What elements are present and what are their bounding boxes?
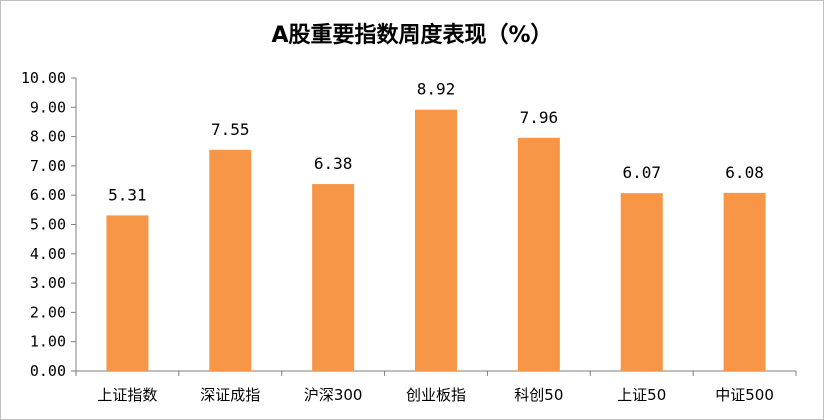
category-label: 中证500: [715, 386, 774, 404]
category-label: 上证50: [617, 386, 666, 404]
data-label: 7.96: [520, 108, 559, 127]
y-tick-label: 0.00: [30, 362, 66, 380]
y-tick-label: 1.00: [30, 333, 66, 351]
bar: [620, 193, 663, 371]
category-label: 深证成指: [200, 386, 260, 404]
category-label: 沪深300: [304, 386, 363, 404]
bar: [312, 184, 355, 371]
bar-group: [106, 109, 766, 372]
bar: [517, 137, 560, 371]
category-label: 创业板指: [406, 386, 466, 404]
y-tick-label: 5.00: [30, 216, 66, 234]
bar: [209, 149, 252, 371]
data-label: 6.38: [314, 154, 353, 173]
category-label: 科创50: [514, 386, 563, 404]
bar: [723, 192, 766, 371]
y-tick-label: 10.00: [21, 69, 66, 87]
chart-title: A股重要指数周度表现（%）: [271, 22, 552, 48]
bar: [415, 109, 457, 372]
y-tick-label: 4.00: [30, 245, 66, 263]
y-tick-label: 9.00: [30, 98, 66, 116]
data-label: 6.08: [725, 163, 764, 182]
y-tick-label: 8.00: [30, 128, 66, 146]
data-label: 8.92: [417, 80, 456, 99]
bar: [106, 215, 149, 371]
category-label-group: 上证指数 深证成指 沪深300 创业板指 科创50 上证50 中证500: [75, 371, 797, 404]
y-tick-label: 3.00: [30, 274, 66, 292]
y-tick-group: 0.00 1.00 2.00 3.00 4.00 5.00 6.00 7.00 8.00 9.00…: [21, 69, 76, 380]
y-tick-label: 7.00: [30, 157, 66, 175]
data-label: 7.55: [211, 120, 250, 139]
y-tick-label: 2.00: [30, 303, 66, 321]
category-label: 上证指数: [97, 386, 157, 404]
data-label: 6.07: [622, 163, 661, 182]
data-label: 5.31: [108, 185, 147, 204]
data-label-group: 5.31 7.55 6.38 8.92 7.96 6.07 6.08: [108, 80, 764, 205]
y-tick-label: 6.00: [30, 186, 66, 204]
